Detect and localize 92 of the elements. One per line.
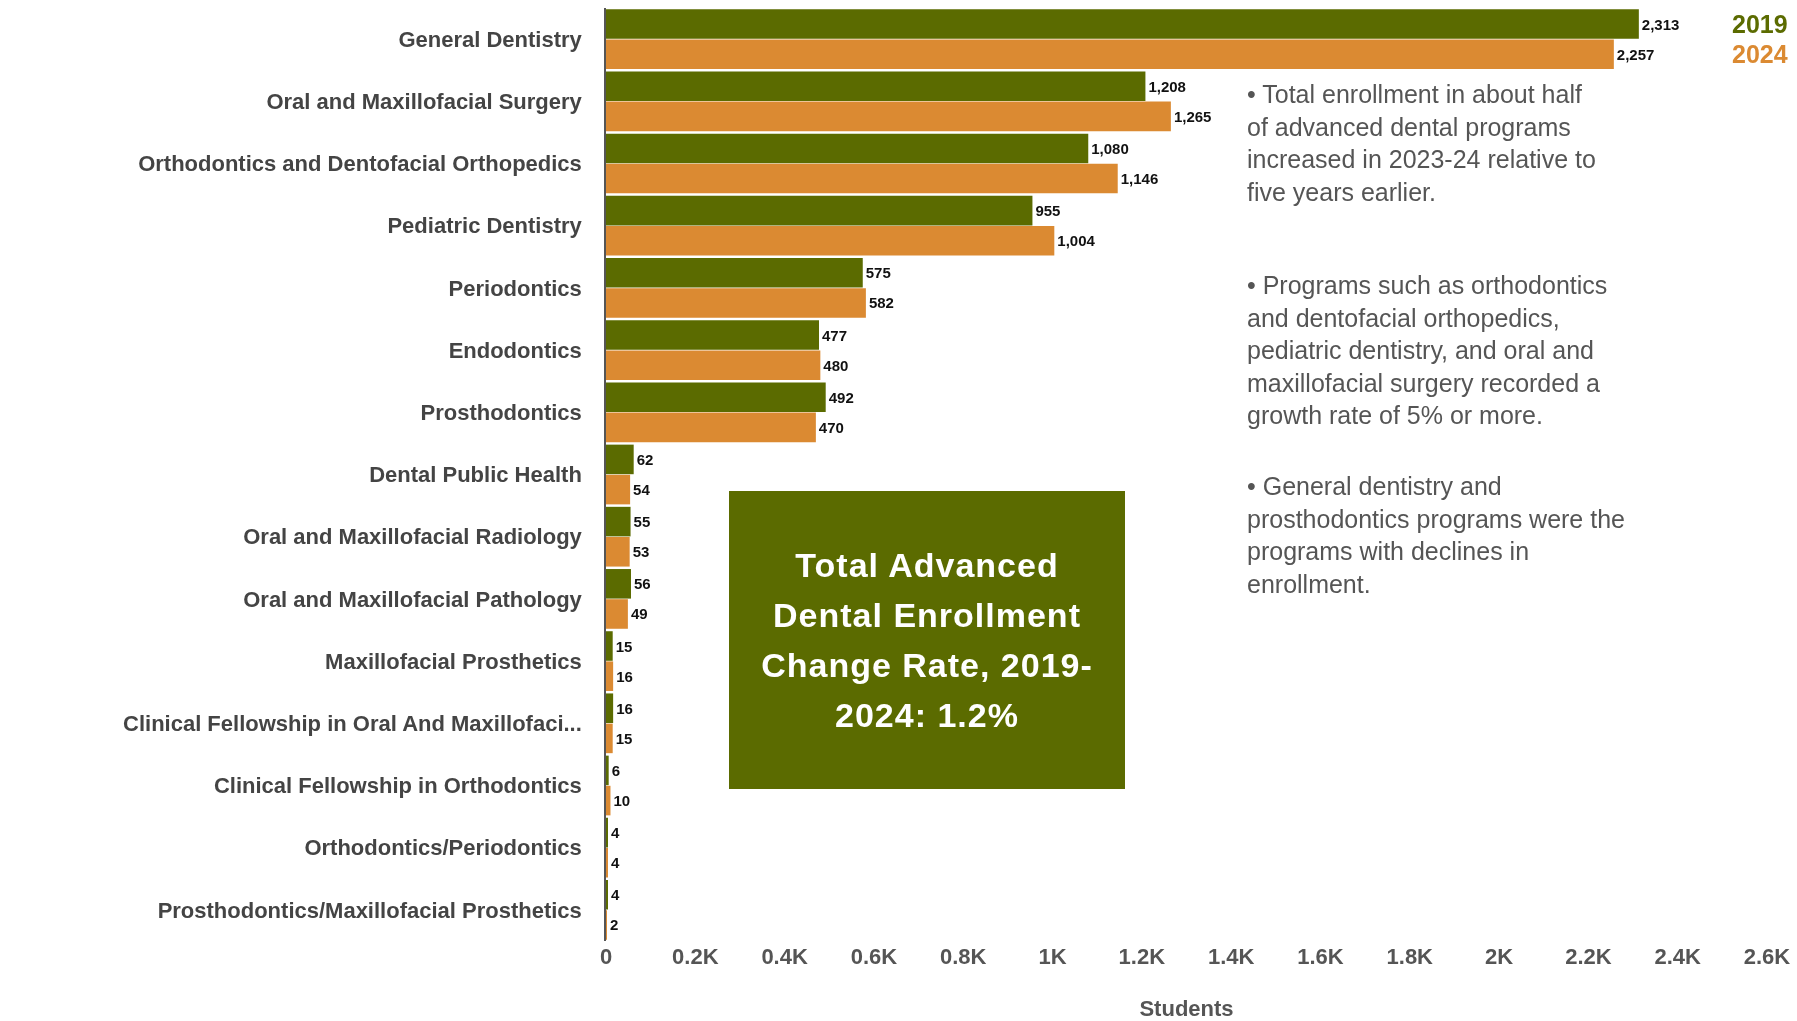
text: 2024: [1732, 40, 1788, 68]
bar: [606, 412, 816, 443]
x-tick-label: 1K: [1038, 944, 1067, 969]
y-tick-label: Pediatric Dentistry: [387, 213, 583, 239]
annotation: • Total enrollment in about half of advanced dental programs increased in 2023-24 relative to five years earlier.: [1247, 80, 1596, 206]
data-label: 480: [823, 356, 849, 374]
bar: [606, 382, 826, 412]
data-label: 1,208: [1148, 77, 1186, 95]
x-tick-label: 0.6K: [850, 944, 898, 969]
x-tick-label: 0.8K: [939, 944, 987, 969]
bar: [606, 506, 631, 537]
bar: [606, 320, 819, 350]
bar: [606, 661, 614, 691]
data-label: 62: [636, 450, 654, 468]
annotation: • General dentistry and prosthodontics programs were the programs with declines in enrollment.: [1247, 472, 1625, 598]
bar: [606, 723, 613, 754]
x-tick-label: 0.2K: [672, 944, 719, 969]
data-label: 1,004: [1057, 232, 1096, 250]
bar: [606, 599, 628, 629]
data-label: 2: [610, 916, 619, 934]
data-label: 6: [611, 761, 621, 779]
bar: [606, 474, 631, 505]
bar: [606, 133, 1089, 164]
data-label: 470: [818, 418, 844, 436]
x-tick-label: 1.4K: [1207, 944, 1255, 969]
x-tick-label: 1.8K: [1386, 944, 1434, 969]
x-axis-title: Students: [1139, 996, 1234, 1021]
bar: [606, 350, 821, 380]
data-label: 16: [616, 699, 633, 717]
data-label: 10: [613, 792, 631, 810]
data-label: 15: [615, 637, 633, 655]
data-label: 1,146: [1120, 170, 1159, 188]
text: 2019: [1732, 10, 1788, 38]
y-tick-label: Oral and Maxillofacial Pathology: [243, 586, 583, 612]
y-tick-label: Maxillofacial Prosthetics: [325, 648, 582, 674]
x-tick-label: 2.6K: [1743, 944, 1791, 969]
bar: [606, 9, 1639, 39]
data-label: 55: [633, 513, 651, 531]
x-tick-label: 0.4K: [761, 944, 808, 969]
data-label: 955: [1035, 202, 1061, 220]
y-tick-label: Periodontics: [448, 275, 582, 301]
bar: [606, 569, 632, 599]
bar: [606, 71, 1146, 101]
data-label: 492: [828, 388, 854, 406]
data-label: 4: [611, 824, 620, 842]
annotation: • Programs such as orthodontics and dentofacial orthopedics, pediatric dentistry, and oral and maxillofacial surgery recorded a growth rate of 5% or more.: [1247, 271, 1608, 429]
bar: [606, 163, 1118, 194]
bar: [606, 631, 613, 661]
y-tick-label: Oral and Maxillofacial Surgery: [266, 89, 583, 114]
y-tick-label: Orthodontics and Dentofacial Orthopedics: [138, 151, 582, 177]
x-tick-label: 2.4K: [1654, 944, 1702, 969]
bar: [606, 693, 614, 723]
bar: [606, 39, 1614, 69]
y-tick-label: Clinical Fellowship in Oral And Maxillofaci...: [123, 711, 582, 736]
data-label: 1,080: [1091, 139, 1129, 157]
bar: [606, 258, 863, 288]
x-tick-label: 2K: [1485, 944, 1514, 969]
data-label: 477: [822, 326, 848, 344]
data-label: 575: [865, 264, 891, 282]
bar: [606, 755, 609, 786]
y-tick-label: Prosthodontics: [420, 400, 582, 425]
data-label: 2,257: [1616, 45, 1655, 63]
text-box: Total Advanced Dental Enrollment Change Rate, 2019-2024: 1.2%: [729, 491, 1125, 789]
data-label: 582: [868, 294, 894, 312]
y-tick-label: Dental Public Health: [369, 462, 582, 488]
bar: [606, 444, 634, 475]
annotation: Total Advanced Dental Enrollment Change Rate, 2019-2024: 1.2%: [760, 545, 1094, 736]
y-tick-label: Orthodontics/Periodontics: [304, 835, 582, 861]
x-tick-label: 1.2K: [1118, 944, 1166, 969]
data-label: 49: [630, 605, 648, 623]
y-tick-label: General Dentistry: [398, 26, 583, 52]
data-label: 53: [632, 543, 650, 561]
bar: [606, 288, 866, 318]
y-tick-label: Prosthodontics/Maxillofacial Prosthetics: [157, 897, 582, 923]
data-label: 56: [634, 575, 651, 593]
y-tick-label: Oral and Maxillofacial Radiology: [243, 524, 583, 550]
bar: [606, 195, 1033, 226]
data-label: 1,265: [1173, 107, 1212, 125]
data-label: 54: [633, 481, 651, 499]
x-tick-label: 2.2K: [1565, 944, 1612, 969]
data-label: 16: [616, 667, 633, 685]
bar: [606, 226, 1055, 256]
data-label: 2,313: [1641, 15, 1680, 33]
y-tick-label: Clinical Fellowship in Orthodontics: [213, 773, 582, 799]
data-label: 4: [611, 886, 620, 904]
bar: [606, 101, 1171, 132]
x-tick-label: 0: [599, 944, 613, 969]
data-label: 4: [611, 854, 620, 872]
data-label: 15: [615, 729, 633, 747]
x-tick-label: 1.6K: [1297, 944, 1344, 969]
y-tick-label: Endodontics: [448, 337, 582, 363]
bar: [606, 537, 630, 567]
